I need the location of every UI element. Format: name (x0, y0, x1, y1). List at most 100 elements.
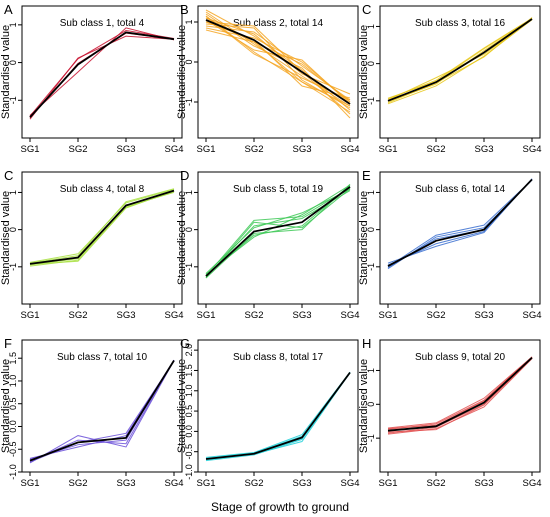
x-tick-label: SG2 (68, 144, 87, 155)
panel-7: F Standardised value -1.0 -0.5 0.0 0.5 1.0 1.5 S… (0, 336, 184, 489)
panel-title: Sub class 4, total 8 (60, 184, 145, 195)
x-tick-label: SG1 (20, 310, 39, 321)
series-line-5 (29, 190, 175, 265)
panel-8: G Standardised value -1.0 -0.5 0.0 0.5 1.0 1.5 2… (176, 336, 360, 489)
y-tick-label: 1 (184, 190, 194, 195)
panel-4: C Standardised value-1 0 1 SG1 SG2 SG3 SG4 Sub c… (0, 168, 184, 321)
panel-6: E Standardised value-1 0 1 SG1 SG2 SG3 SG4 Sub c… (358, 168, 542, 321)
y-tick-label: 1.0 (184, 385, 194, 398)
panel-letter: E (362, 168, 371, 183)
panel-letter: H (362, 336, 371, 351)
panel-letter: D (180, 168, 189, 183)
x-tick-label: SG3 (116, 310, 135, 321)
x-tick-label: SG1 (196, 144, 215, 155)
y-tick-label: 1 (8, 22, 18, 27)
panel-title: Sub class 2, total 14 (233, 18, 323, 29)
x-tick-label: SG2 (426, 478, 445, 489)
x-tick-label: SG2 (426, 310, 445, 321)
y-tick-label: 0.5 (184, 405, 194, 418)
series-line-5 (205, 187, 351, 277)
x-tick-label: SG3 (474, 478, 493, 489)
x-tick-label: SG2 (244, 144, 263, 155)
plot-frame (379, 5, 541, 139)
series-line-4 (29, 188, 175, 264)
y-tick-label: -1 (366, 97, 376, 105)
x-tick-label: SG2 (244, 310, 263, 321)
panel-letter: A (4, 2, 13, 17)
y-tick-label: 1.5 (8, 352, 18, 365)
plot-frame (197, 5, 359, 139)
y-axis-label: Standardised value (176, 359, 188, 453)
plot-frame (21, 5, 183, 139)
mean-line (205, 19, 351, 105)
y-tick-label: 1.5 (184, 364, 194, 377)
series-line-2 (29, 27, 175, 116)
x-tick-label: SG1 (196, 310, 215, 321)
plot-frame (379, 339, 541, 473)
panel-title: Sub class 9, total 20 (415, 352, 505, 363)
plot-frame (21, 171, 183, 305)
y-tick-label: -1 (366, 434, 376, 442)
x-tick-label: SG1 (378, 478, 397, 489)
x-tick-label: SG3 (474, 144, 493, 155)
x-tick-label: SG4 (340, 310, 359, 321)
panel-title: Sub class 1, total 4 (60, 18, 145, 29)
x-tick-label: SG3 (116, 144, 135, 155)
series-line-1 (29, 360, 175, 464)
x-tick-label: SG3 (116, 478, 135, 489)
y-axis-label: Standardised value (358, 191, 370, 285)
panel-1: A Standardised value-1 0 1 SG1 SG2 SG3 SG4 Sub c… (0, 2, 184, 155)
y-tick-label: 0 (184, 227, 194, 232)
series-line-3 (387, 357, 533, 433)
plot-frame (21, 339, 183, 473)
y-tick-label: -1 (184, 98, 194, 106)
y-axis-label: Standardised value (176, 25, 188, 119)
series-line-4 (29, 360, 175, 460)
x-tick-label: SG3 (292, 310, 311, 321)
y-axis-label: Standardised value (358, 25, 370, 119)
panel-title: Sub class 7, total 10 (57, 352, 147, 363)
series-line-1 (387, 19, 533, 105)
x-tick-label: SG2 (68, 478, 87, 489)
panel-2: B Standardised value-1 0 1 SG1 SG2 SG3 SG4 Sub c… (176, 2, 360, 155)
panel-letter: B (180, 2, 189, 17)
plot-frame (197, 171, 359, 305)
y-axis-label: Standardised value (0, 25, 12, 119)
panel-title: Sub class 6, total 14 (415, 184, 505, 195)
y-tick-label: -1.0 (184, 464, 194, 480)
series-line-4 (205, 27, 351, 103)
x-tick-label: SG4 (522, 144, 541, 155)
x-tick-label: SG1 (20, 478, 39, 489)
y-axis-label: Standardised value (358, 359, 370, 453)
x-tick-label: SG2 (68, 310, 87, 321)
y-tick-label: 0.0 (184, 425, 194, 438)
mean-line (387, 178, 533, 267)
x-tick-label: SG4 (340, 144, 359, 155)
mean-line (205, 186, 351, 277)
y-tick-label: 2.0 (184, 344, 194, 357)
y-tick-label: 1 (366, 190, 376, 195)
mean-line (29, 360, 175, 462)
y-tick-label: 0 (366, 227, 376, 232)
x-tick-label: SG2 (426, 144, 445, 155)
series-line-9 (205, 21, 351, 99)
series-line-3 (29, 360, 175, 463)
series-line-4 (29, 32, 175, 119)
y-tick-label: 0 (8, 227, 18, 232)
y-tick-label: 0 (184, 59, 194, 64)
series-line-7 (205, 189, 351, 274)
series-line-3 (205, 15, 351, 113)
panel-letter: G (180, 336, 190, 351)
y-tick-label: 0 (366, 61, 376, 66)
x-tick-label: SG1 (196, 478, 215, 489)
mean-line (387, 18, 533, 102)
panel-5: D Standardised value-1 0 1 SG1 SG2 SG3 SG4 Sub c… (176, 168, 360, 321)
y-axis-label: Standardised value (0, 359, 12, 453)
series-line-1 (387, 358, 533, 435)
y-tick-label: -0.5 (8, 441, 18, 457)
x-tick-label: SG4 (340, 478, 359, 489)
mean-line (387, 356, 533, 432)
y-tick-label: 0 (366, 402, 376, 407)
series-line-6 (387, 18, 533, 99)
